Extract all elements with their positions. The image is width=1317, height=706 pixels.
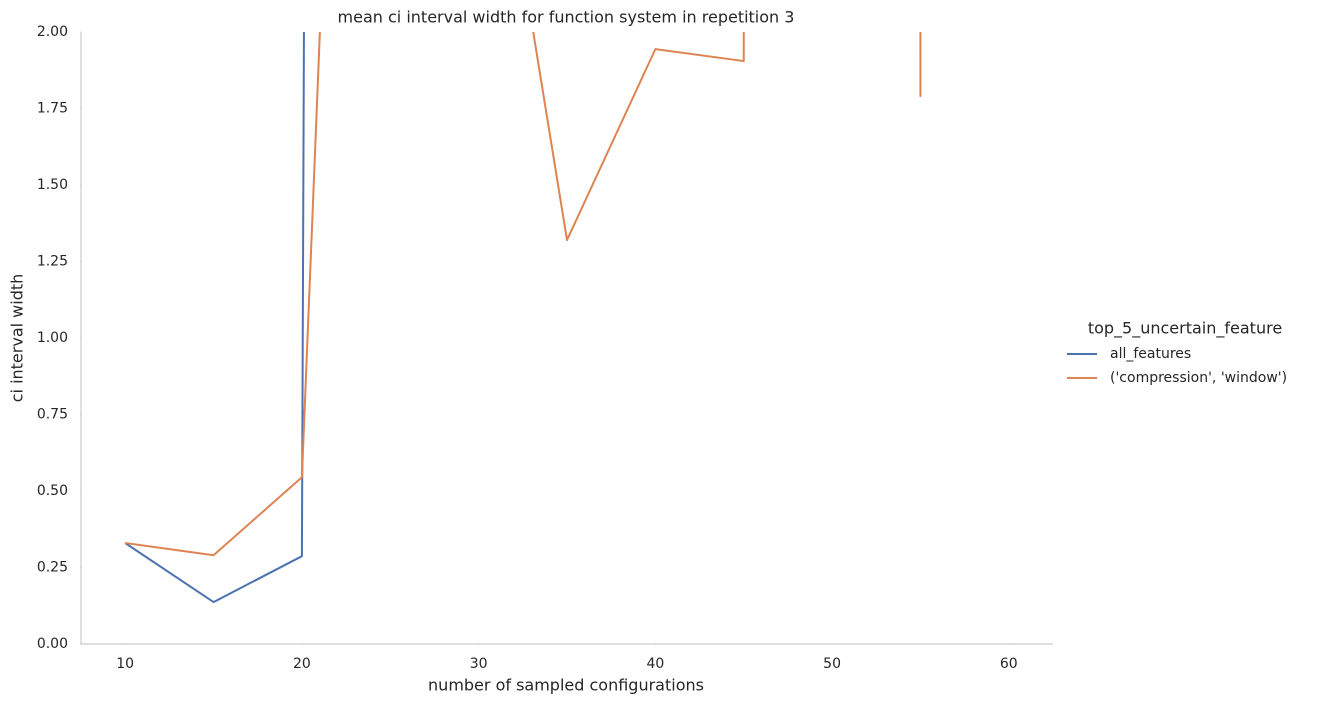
series-line bbox=[125, 32, 922, 557]
x-tick-label: 60 bbox=[1000, 656, 1018, 672]
y-axis-label: ci interval width bbox=[8, 274, 27, 403]
legend-label: all_features bbox=[1110, 346, 1191, 362]
y-tick-label: 1.50 bbox=[37, 177, 68, 193]
y-tick-label: 0.25 bbox=[37, 560, 68, 576]
y-tick-label: 1.25 bbox=[37, 254, 68, 270]
x-tick-label: 50 bbox=[823, 656, 841, 672]
y-tick-label: 1.00 bbox=[37, 330, 68, 346]
y-tick-label: 2.00 bbox=[37, 24, 68, 40]
legend-title: top_5_uncertain_feature bbox=[1088, 319, 1282, 339]
legend-label: ('compression', 'window') bbox=[1110, 370, 1287, 386]
x-tick-label: 10 bbox=[116, 656, 134, 672]
x-axis-label: number of sampled configurations bbox=[428, 676, 704, 695]
y-tick-label: 0.50 bbox=[37, 483, 68, 499]
x-tick-label: 40 bbox=[646, 656, 664, 672]
x-tick-label: 20 bbox=[293, 656, 311, 672]
plot-area bbox=[124, 32, 922, 604]
chart-title: mean ci interval width for function syst… bbox=[338, 8, 795, 27]
y-tick-label: 0.00 bbox=[37, 636, 68, 652]
y-tick-label: 1.75 bbox=[37, 101, 68, 117]
series-line bbox=[124, 32, 305, 604]
y-tick-label: 0.75 bbox=[37, 407, 68, 423]
x-tick-label: 30 bbox=[470, 656, 488, 672]
